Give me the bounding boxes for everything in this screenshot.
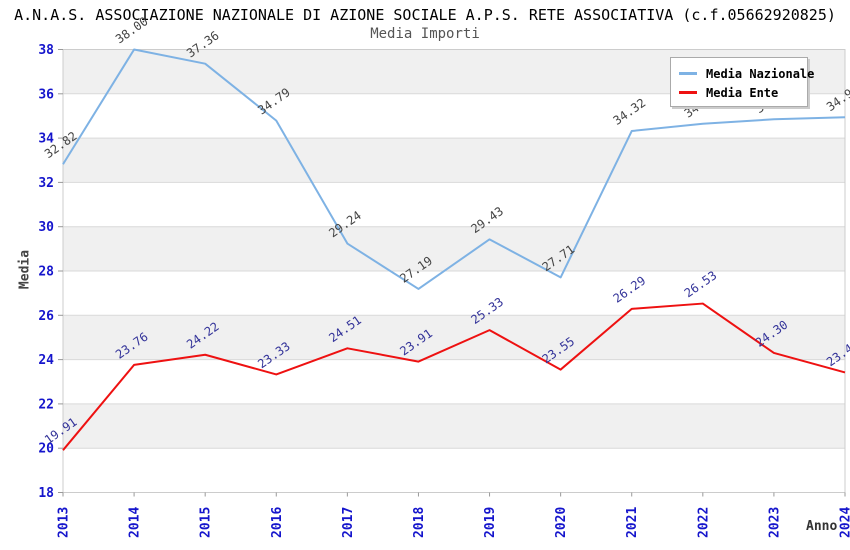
plot-bands — [63, 49, 845, 449]
svg-text:36: 36 — [38, 87, 54, 102]
x-axis-title: Anno — [806, 519, 838, 534]
y-axis-title: Media — [17, 249, 33, 290]
legend-item-media-nazionale: Media Nazionale — [679, 64, 814, 83]
svg-text:2021: 2021 — [625, 507, 640, 538]
svg-text:2018: 2018 — [412, 507, 427, 538]
legend-item-media-ente: Media Ente — [679, 83, 799, 102]
svg-text:2013: 2013 — [57, 507, 72, 538]
chart-subtitle: Media Importi — [370, 26, 480, 42]
legend-swatch-media-ente-icon — [679, 91, 697, 94]
data-label: 34.32 — [611, 96, 649, 128]
data-label: 26.29 — [611, 274, 649, 306]
svg-text:26: 26 — [38, 309, 54, 324]
svg-text:2015: 2015 — [199, 507, 214, 538]
svg-text:2024: 2024 — [839, 507, 850, 538]
svg-text:24: 24 — [38, 353, 54, 368]
svg-text:2020: 2020 — [554, 507, 569, 538]
svg-text:2022: 2022 — [696, 507, 711, 538]
legend: Media Nazionale Media Ente — [670, 57, 814, 107]
legend-label: Media Ente — [706, 85, 779, 100]
y-axis: 18 20 22 24 26 28 30 32 34 36 38 — [38, 43, 63, 501]
chart-title: A.N.A.S. ASSOCIAZIONE NAZIONALE DI AZION… — [14, 6, 836, 24]
svg-text:2023: 2023 — [767, 507, 782, 538]
svg-text:2016: 2016 — [270, 507, 285, 538]
data-label: 26.53 — [682, 268, 720, 300]
svg-text:32: 32 — [38, 176, 54, 191]
svg-text:34: 34 — [38, 132, 54, 147]
legend-label: Media Nazionale — [706, 66, 815, 81]
svg-text:18: 18 — [38, 486, 54, 501]
svg-text:20: 20 — [38, 442, 54, 457]
svg-text:22: 22 — [38, 397, 54, 412]
svg-text:2019: 2019 — [483, 507, 498, 538]
data-label: 38.00 — [113, 14, 151, 46]
x-axis: 2013 2014 2015 2016 2017 2018 2019 2020 2021 2022… — [57, 492, 850, 538]
svg-text:38: 38 — [38, 43, 54, 58]
svg-text:28: 28 — [38, 265, 54, 280]
svg-text:30: 30 — [38, 220, 54, 235]
svg-text:2017: 2017 — [341, 507, 356, 538]
legend-swatch-media-nazionale-icon — [679, 72, 697, 75]
svg-text:2014: 2014 — [128, 507, 143, 538]
gridlines — [63, 93, 845, 449]
